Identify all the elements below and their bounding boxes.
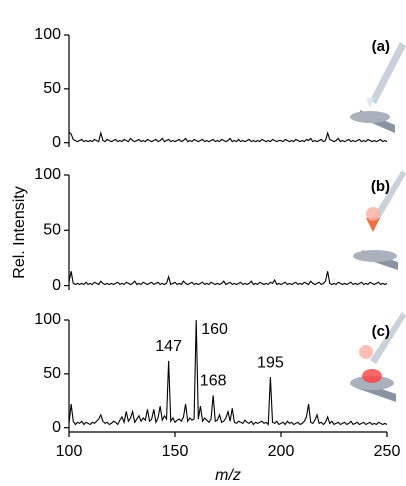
icon-a [350, 42, 406, 133]
x-tick-label: 200 [268, 443, 295, 460]
peak-label: 147 [155, 338, 182, 355]
panel-label: (b) [371, 178, 390, 195]
panel-label: (a) [372, 38, 390, 55]
spectrum-line [68, 271, 388, 286]
icon-c [350, 312, 406, 402]
y-axis-label: Rel. Intensity [11, 186, 28, 278]
spectrum-line [68, 130, 388, 143]
y-tick-label: 100 [34, 26, 61, 43]
y-tick-label: 50 [43, 222, 61, 239]
peak-label: 160 [201, 321, 228, 338]
peak-label: 168 [200, 373, 227, 390]
y-tick-label: 0 [52, 419, 61, 436]
y-tick-label: 50 [43, 365, 61, 382]
y-tick-label: 0 [52, 134, 61, 151]
y-tick-label: 100 [34, 311, 61, 328]
y-tick-label: 0 [52, 277, 61, 294]
peak-label: 195 [257, 354, 284, 371]
x-tick-label: 100 [56, 443, 83, 460]
y-tick-label: 50 [43, 80, 61, 97]
panel-label: (c) [372, 323, 390, 340]
x-tick-label: 150 [162, 443, 189, 460]
x-axis-label: m/z [215, 467, 241, 484]
spectrum-line [68, 319, 388, 426]
y-tick-label: 100 [34, 166, 61, 183]
icon-b [353, 170, 406, 270]
x-tick-label: 250 [374, 443, 401, 460]
